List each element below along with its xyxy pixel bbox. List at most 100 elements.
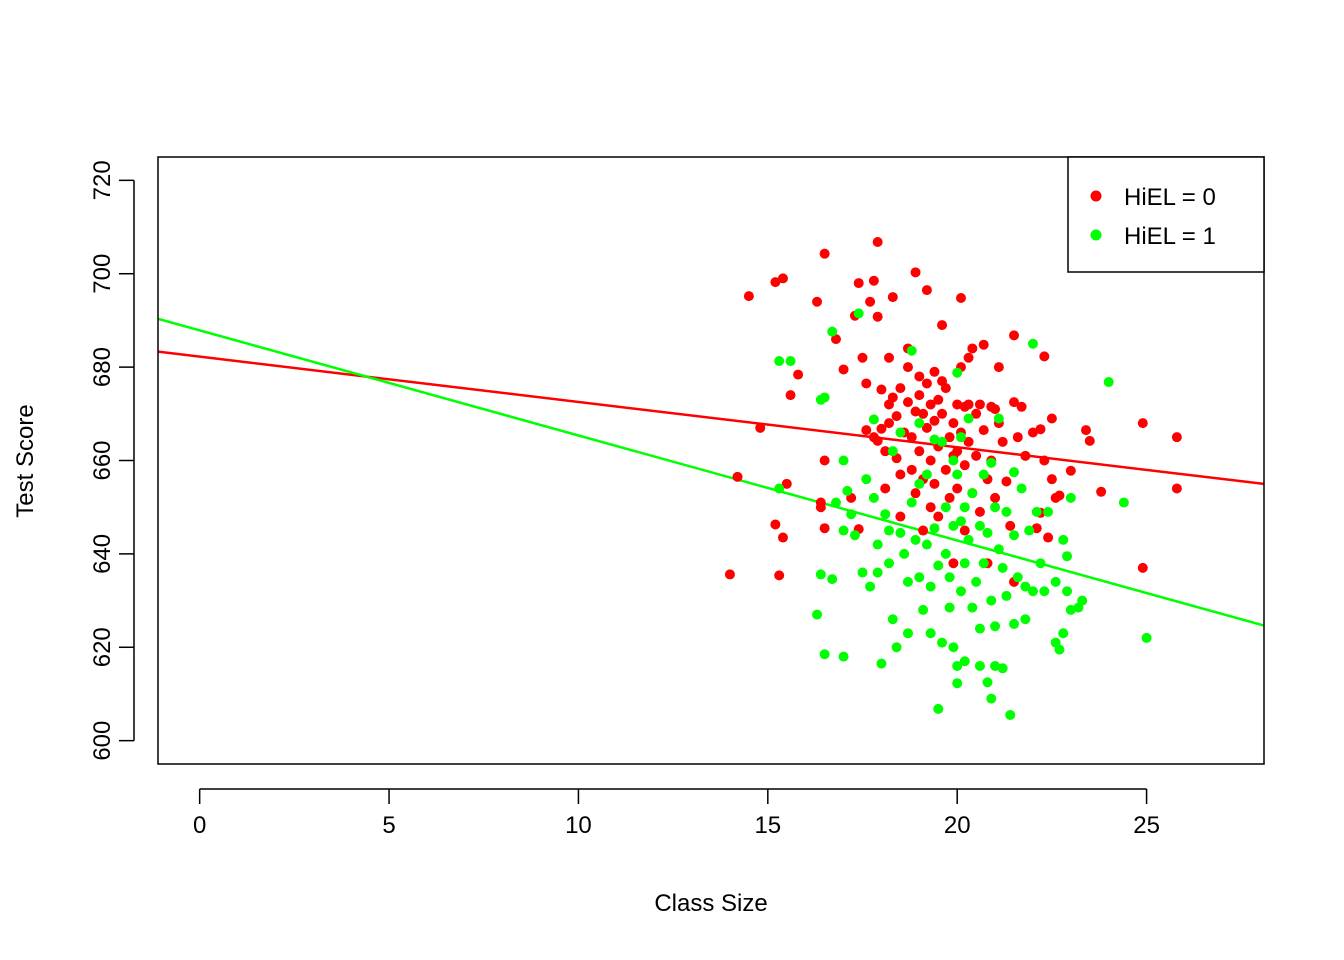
point-hiel-0 bbox=[1012, 432, 1023, 443]
point-hiel-0 bbox=[978, 425, 989, 436]
x-tick-label: 25 bbox=[1133, 812, 1160, 839]
x-tick-label: 0 bbox=[193, 812, 206, 839]
point-hiel-0 bbox=[925, 502, 936, 513]
point-hiel-1 bbox=[902, 576, 913, 587]
point-hiel-0 bbox=[978, 339, 989, 350]
point-hiel-0 bbox=[1039, 351, 1050, 362]
point-hiel-0 bbox=[819, 248, 830, 259]
point-hiel-1 bbox=[1062, 551, 1073, 562]
point-hiel-0 bbox=[1005, 520, 1016, 531]
point-hiel-0 bbox=[937, 320, 948, 331]
y-tick-label: 620 bbox=[89, 627, 116, 667]
point-hiel-0 bbox=[1080, 425, 1091, 436]
y-tick-label: 660 bbox=[89, 440, 116, 480]
point-hiel-1 bbox=[974, 660, 985, 671]
point-hiel-1 bbox=[1035, 558, 1046, 569]
point-hiel-0 bbox=[967, 343, 978, 354]
point-hiel-0 bbox=[880, 446, 891, 457]
point-hiel-1 bbox=[1077, 595, 1088, 606]
point-hiel-0 bbox=[1137, 562, 1148, 573]
point-hiel-0 bbox=[914, 371, 925, 382]
point-hiel-1 bbox=[986, 595, 997, 606]
point-hiel-0 bbox=[929, 478, 940, 489]
point-hiel-1 bbox=[895, 527, 906, 538]
point-hiel-1 bbox=[827, 326, 838, 337]
point-hiel-1 bbox=[944, 572, 955, 583]
point-hiel-0 bbox=[963, 352, 974, 363]
point-hiel-0 bbox=[872, 311, 883, 322]
point-hiel-0 bbox=[774, 570, 785, 581]
point-hiel-1 bbox=[1001, 590, 1012, 601]
point-hiel-0 bbox=[815, 502, 826, 513]
point-hiel-1 bbox=[880, 509, 891, 520]
point-hiel-0 bbox=[872, 435, 883, 446]
point-hiel-1 bbox=[1009, 530, 1020, 541]
point-hiel-0 bbox=[781, 478, 792, 489]
point-hiel-1 bbox=[967, 602, 978, 613]
point-hiel-1 bbox=[952, 678, 963, 689]
point-hiel-1 bbox=[1020, 614, 1031, 625]
y-tick-label: 700 bbox=[89, 254, 116, 294]
point-hiel-0 bbox=[955, 293, 966, 304]
point-hiel-1 bbox=[986, 457, 997, 468]
point-hiel-1 bbox=[978, 558, 989, 569]
x-axis: 0 5 10 15 20 25 bbox=[193, 788, 1160, 839]
point-hiel-0 bbox=[755, 422, 766, 433]
point-hiel-1 bbox=[887, 446, 898, 457]
point-hiel-1 bbox=[887, 614, 898, 625]
point-hiel-0 bbox=[902, 362, 913, 373]
point-hiel-0 bbox=[887, 292, 898, 303]
point-hiel-0 bbox=[974, 399, 985, 410]
point-hiel-0 bbox=[838, 364, 849, 375]
point-hiel-0 bbox=[1137, 418, 1148, 429]
point-hiel-1 bbox=[838, 651, 849, 662]
point-hiel-0 bbox=[921, 422, 932, 433]
point-hiel-1 bbox=[1031, 506, 1042, 517]
point-hiel-1 bbox=[929, 434, 940, 445]
point-hiel-0 bbox=[948, 418, 959, 429]
legend-label-hiel-0: HiEL = 0 bbox=[1124, 184, 1216, 211]
point-hiel-1 bbox=[1065, 604, 1076, 615]
point-hiel-0 bbox=[974, 506, 985, 517]
point-hiel-1 bbox=[891, 642, 902, 653]
point-hiel-0 bbox=[914, 446, 925, 457]
point-hiel-0 bbox=[921, 285, 932, 296]
point-hiel-1 bbox=[876, 658, 887, 669]
point-hiel-0 bbox=[819, 455, 830, 466]
point-hiel-0 bbox=[812, 296, 823, 307]
point-hiel-1 bbox=[1118, 497, 1129, 508]
point-hiel-1 bbox=[955, 432, 966, 443]
point-hiel-0 bbox=[993, 362, 1004, 373]
legend: HiEL = 0 HiEL = 1 bbox=[1067, 156, 1265, 273]
point-hiel-0 bbox=[1043, 532, 1054, 543]
point-hiel-1 bbox=[838, 525, 849, 536]
point-hiel-1 bbox=[1141, 632, 1152, 643]
point-hiel-1 bbox=[990, 660, 1001, 671]
point-hiel-1 bbox=[944, 602, 955, 613]
point-hiel-0 bbox=[940, 464, 951, 475]
point-hiel-0 bbox=[944, 492, 955, 503]
point-hiel-1 bbox=[914, 418, 925, 429]
point-hiel-1 bbox=[812, 609, 823, 620]
y-tick-label: 600 bbox=[89, 721, 116, 761]
point-hiel-1 bbox=[1065, 492, 1076, 503]
point-hiel-0 bbox=[952, 483, 963, 494]
point-hiel-1 bbox=[952, 367, 963, 378]
point-hiel-1 bbox=[929, 523, 940, 534]
point-hiel-1 bbox=[952, 660, 963, 671]
point-hiel-0 bbox=[906, 432, 917, 443]
point-hiel-1 bbox=[937, 436, 948, 447]
point-hiel-0 bbox=[933, 394, 944, 405]
point-hiel-1 bbox=[842, 485, 853, 496]
point-hiel-0 bbox=[1171, 432, 1182, 443]
point-hiel-0 bbox=[861, 378, 872, 389]
point-hiel-1 bbox=[774, 356, 785, 367]
point-hiel-1 bbox=[1020, 581, 1031, 592]
point-hiel-0 bbox=[830, 334, 841, 345]
y-axis-title: Test Score bbox=[12, 404, 39, 517]
point-hiel-1 bbox=[967, 488, 978, 499]
x-tick-label: 5 bbox=[382, 812, 395, 839]
point-hiel-0 bbox=[952, 446, 963, 457]
point-hiel-1 bbox=[1043, 506, 1054, 517]
point-hiel-1 bbox=[959, 656, 970, 667]
